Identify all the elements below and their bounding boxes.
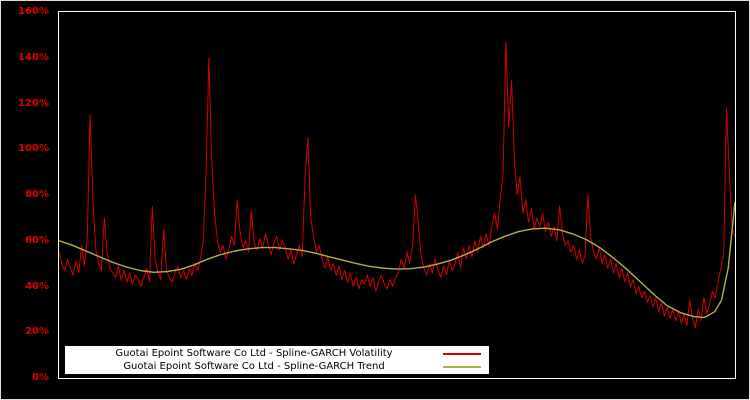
y-tick-label: 120% — [18, 97, 49, 109]
y-tick-label: 0% — [32, 372, 49, 383]
plot-area — [58, 11, 736, 379]
y-tick-label: 140% — [18, 51, 49, 63]
legend: Guotai Epoint Software Co Ltd - Spline-G… — [65, 346, 489, 374]
trend-line — [59, 201, 735, 319]
y-tick-label: 20% — [25, 326, 49, 338]
y-tick-label: 80% — [25, 189, 49, 200]
legend-item-trend: Guotai Epoint Software Co Ltd - Spline-G… — [65, 360, 489, 373]
volatility-line-swatch — [443, 352, 481, 355]
trend-line-swatch — [443, 365, 481, 368]
y-tick-label: 100% — [18, 143, 49, 155]
y-tick-label: 60% — [25, 234, 49, 246]
legend-label-volatility: Guotai Epoint Software Co Ltd - Spline-G… — [115, 348, 393, 359]
y-tick-label: 40% — [25, 280, 49, 292]
y-tick-label: 160% — [18, 6, 49, 17]
y-axis: 0% 20% 40% 60% 80% 100% 120% 140% 160% — [1, 1, 54, 399]
legend-label-trend: Guotai Epoint Software Co Ltd - Spline-G… — [123, 361, 385, 372]
plot-svg — [59, 41, 735, 329]
legend-item-volatility: Guotai Epoint Software Co Ltd - Spline-G… — [65, 347, 489, 360]
volatility-line — [59, 41, 735, 329]
